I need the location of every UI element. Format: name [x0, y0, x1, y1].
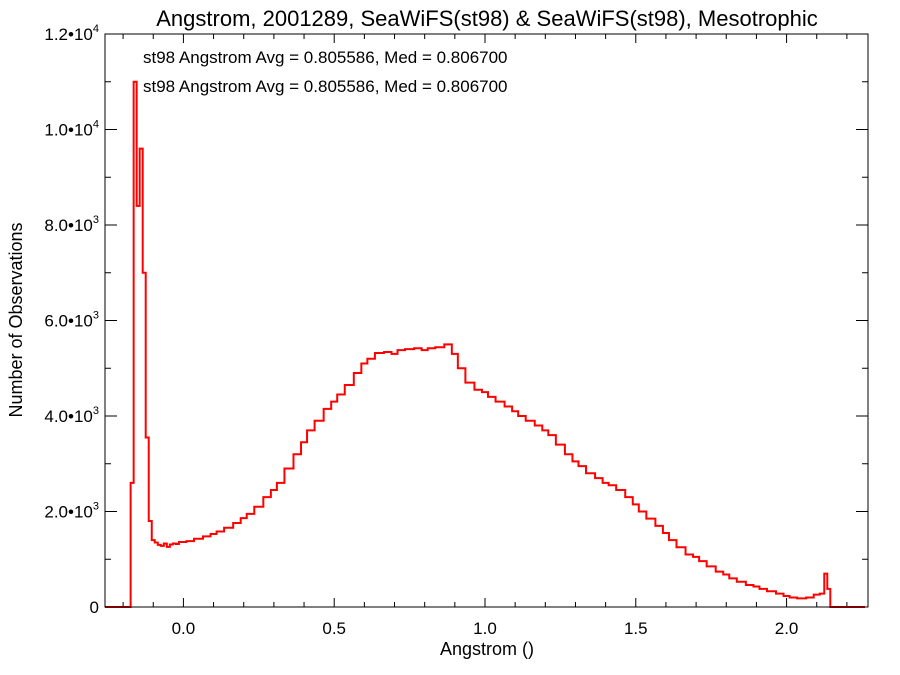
x-axis-label: Angstrom () — [440, 639, 534, 659]
x-tick-label: 1.0 — [473, 619, 497, 638]
annotation-black: st98 Angstrom Avg = 0.805586, Med = 0.80… — [143, 48, 508, 67]
x-tick-label: 2.0 — [775, 619, 799, 638]
histogram-series-line — [105, 80, 865, 608]
y-tick-label: 1.0•104 — [44, 119, 99, 140]
y-tick-label: 6.0•103 — [44, 310, 99, 331]
annotation-text-red: st98 Angstrom Avg = 0.805586, Med = 0.80… — [143, 77, 508, 96]
x-tick-label: 1.5 — [624, 619, 648, 638]
y-tick-label: 8.0•103 — [44, 214, 99, 235]
y-tick-label: 1.2•104 — [44, 23, 99, 44]
x-tick-label: 0.0 — [172, 619, 196, 638]
y-axis-ticks: 0 2.0•103 4.0•103 6.0•103 8.0•103 1.0•104 1.2•… — [44, 23, 868, 617]
annotation-red: st98 Angstrom Avg = 0.805586, Med = 0.80… — [143, 77, 508, 96]
plot-frame — [104, 33, 869, 608]
y-axis-label: Number of Observations — [6, 222, 26, 417]
x-axis-ticks: 0.0 0.5 1.0 1.5 2.0 — [122, 34, 848, 638]
y-tick-label: 4.0•103 — [44, 405, 99, 426]
y-tick-label: 0 — [90, 598, 99, 617]
y-tick-label: 2.0•103 — [44, 501, 99, 522]
chart-title: Angstrom, 2001289, SeaWiFS(st98) & SeaWi… — [156, 6, 817, 31]
x-tick-label: 0.5 — [322, 619, 346, 638]
annotation-text-black: st98 Angstrom Avg = 0.805586, Med = 0.80… — [143, 48, 508, 67]
